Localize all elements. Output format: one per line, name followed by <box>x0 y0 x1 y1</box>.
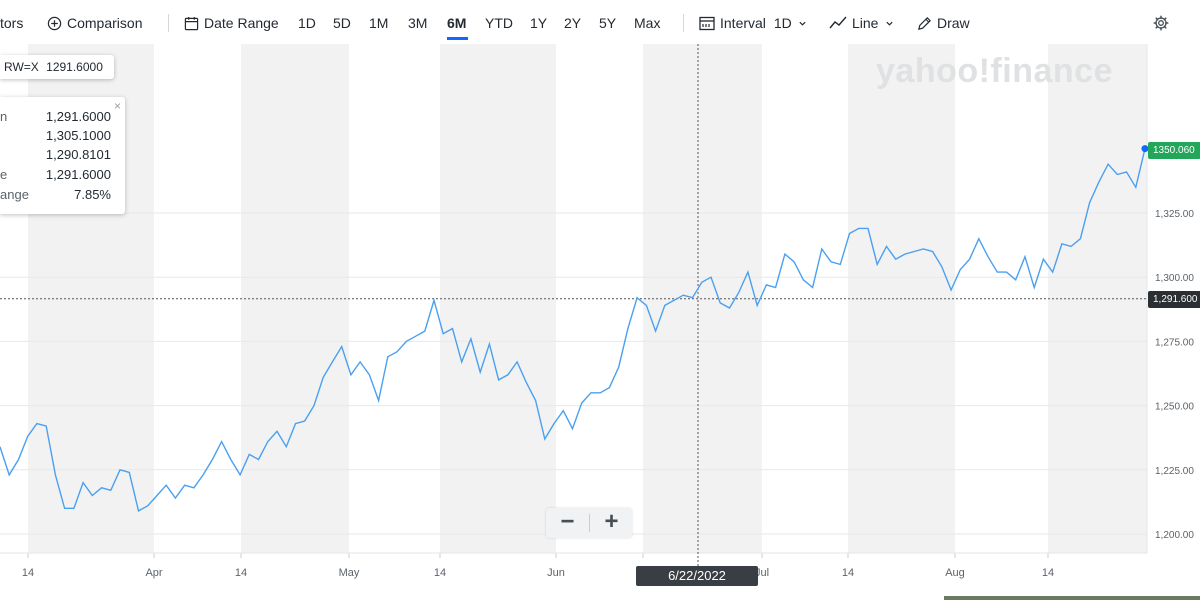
tooltip-row-value: 1,305.1000 <box>45 128 111 143</box>
x-tick-label: 14 <box>22 567 34 579</box>
draw-label: Draw <box>937 15 970 31</box>
range-ytd-button[interactable]: YTD <box>485 15 513 31</box>
chart-toolbar: tors Comparison Date Range 1D 5D 1M 3M 6… <box>0 0 1200 44</box>
x-tick-label: Jun <box>547 567 565 579</box>
calendar-icon <box>184 16 199 30</box>
gear-icon <box>1153 15 1169 31</box>
y-axis-labels: 1,200.00 1,225.00 1,250.00 1,275.00 1,300.00… <box>1155 209 1194 541</box>
tooltip-row-close: e 1,291.6000 <box>0 165 111 184</box>
tooltip-row-value: 1,291.6000 <box>45 109 111 124</box>
grid-lines <box>0 212 1147 535</box>
tooltip-symbol-bar: RW=X 1291.6000 <box>0 55 114 79</box>
page-thumbnail-edge <box>944 596 1200 600</box>
last-price-label: 1350.060 <box>1148 141 1200 159</box>
tooltip-price: 1291.6000 <box>46 60 103 74</box>
tooltip-row-change: ange 7.85% <box>0 185 111 204</box>
tooltip-row-label: e <box>0 167 8 182</box>
crosshair-date-label: 6/22/2022 <box>636 566 758 586</box>
toolbar-divider <box>168 14 169 32</box>
month-band <box>241 44 349 553</box>
y-tick-label: 1,250.00 <box>1155 402 1194 413</box>
range-1y-button[interactable]: 1Y <box>530 15 548 31</box>
tooltip-row-high: 1,305.1000 <box>0 126 111 145</box>
pencil-icon <box>918 16 931 30</box>
x-tick-label: 14 <box>235 567 247 579</box>
settings-button[interactable] <box>1153 12 1174 34</box>
chevron-down-icon <box>798 21 806 26</box>
tooltip-row-label: n <box>0 109 8 124</box>
y-tick-label: 1,325.00 <box>1155 209 1194 220</box>
tooltip-symbol: RW=X <box>4 60 39 74</box>
y-tick-label: 1,200.00 <box>1155 530 1194 541</box>
zoom-controls: − + <box>546 508 632 538</box>
x-tick-label: Apr <box>145 567 162 579</box>
comparison-label: Comparison <box>67 15 143 31</box>
interval-icon <box>699 16 715 30</box>
zoom-in-button[interactable]: + <box>604 508 619 535</box>
comparison-button[interactable]: Comparison <box>47 12 142 34</box>
last-price-dot <box>1141 145 1149 153</box>
range-5d-button[interactable]: 5D <box>333 15 351 31</box>
y-tick-label: 1,300.00 <box>1155 273 1194 284</box>
y-tick-label: 1,225.00 <box>1155 466 1194 477</box>
toolbar-divider <box>683 14 684 32</box>
month-band <box>643 44 762 553</box>
tooltip-row-label: ange <box>0 187 29 202</box>
x-tick-label: May <box>339 567 360 579</box>
x-tick-label: 14 <box>842 567 854 579</box>
range-3m-button[interactable]: 3M <box>408 15 428 31</box>
indicators-label: tors <box>0 15 24 31</box>
interval-label: Interval <box>720 15 766 31</box>
close-icon[interactable]: × <box>113 99 121 113</box>
range-1m-button[interactable]: 1M <box>369 15 389 31</box>
x-tick-label: Aug <box>945 567 965 579</box>
crosshair-price-label: 1,291.600 <box>1148 290 1200 308</box>
yahoo-finance-watermark: yahoo!finance <box>876 52 1113 90</box>
zoom-out-button[interactable]: − <box>560 508 575 535</box>
tooltip-row-value: 1,291.6000 <box>45 167 111 182</box>
ohlc-tooltip: × n 1,291.6000 1,305.1000 1,290.8101 e 1… <box>0 97 125 214</box>
range-2y-button[interactable]: 2Y <box>564 15 582 31</box>
chart-type-label: Line <box>852 15 879 31</box>
range-6m-button[interactable]: 6M <box>447 15 467 31</box>
y-tick-label: 1,275.00 <box>1155 337 1194 348</box>
indicators-button[interactable]: tors <box>0 12 23 34</box>
range-5y-button[interactable]: 5Y <box>599 15 617 31</box>
active-range-indicator <box>447 37 468 40</box>
x-tick-label: Jul <box>755 567 769 579</box>
x-axis-labels: 14Apr14May14Jun14Jul14Aug14 <box>22 553 1054 579</box>
chevron-down-icon <box>886 21 893 26</box>
range-1d-button[interactable]: 1D <box>298 15 316 31</box>
interval-button[interactable]: Interval 1D <box>699 12 807 34</box>
date-range-label: Date Range <box>204 15 279 31</box>
chart-type-button[interactable]: Line <box>829 12 894 34</box>
tooltip-row-low: 1,290.8101 <box>0 145 111 164</box>
tooltip-row-value: 7.85% <box>74 187 111 202</box>
x-tick-label: 14 <box>434 567 446 579</box>
month-bands <box>28 44 1147 553</box>
interval-value: 1D <box>773 15 792 31</box>
line-chart-icon <box>829 16 847 29</box>
date-range-button[interactable]: Date Range <box>184 12 279 34</box>
draw-button[interactable]: Draw <box>917 12 970 34</box>
tooltip-row-value: 1,290.8101 <box>45 147 111 162</box>
zoom-divider <box>589 514 590 532</box>
plus-circle-icon <box>47 16 62 30</box>
tooltip-row-open: n 1,291.6000 <box>0 107 111 126</box>
price-series-line <box>0 148 1146 512</box>
range-max-button[interactable]: Max <box>634 15 661 31</box>
x-tick-label: 14 <box>1042 567 1054 579</box>
